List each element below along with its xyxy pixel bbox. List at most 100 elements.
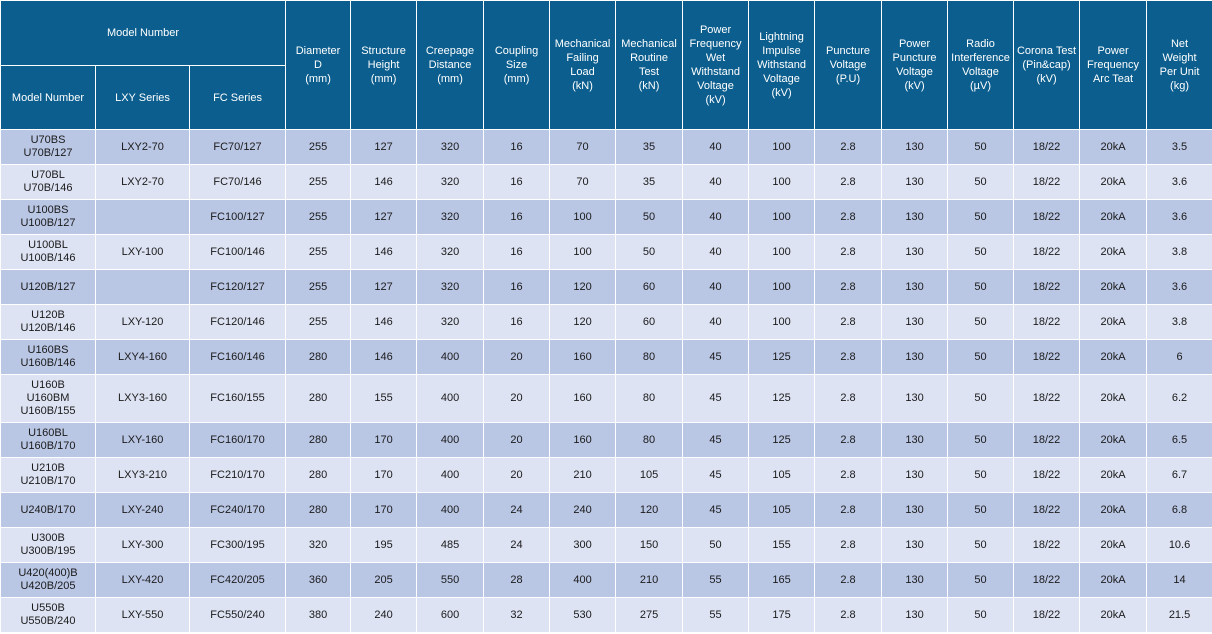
spec-value-cell: 127: [350, 129, 418, 165]
spec-value-cell: 280: [285, 422, 352, 458]
spec-value-cell: 130: [881, 562, 949, 598]
spec-value-cell: 40: [682, 234, 750, 270]
model-number-subheader: Model Number: [0, 65, 96, 130]
table-row: U300B U300B/195 LXY-300 FC300/195 320 195 485…: [0, 527, 1212, 563]
spec-value-cell: 20kA: [1079, 457, 1148, 493]
spec-value-cell: 146: [350, 339, 418, 375]
spec-value-cell: 175: [748, 597, 816, 633]
spec-value-cell: 2.8: [814, 457, 883, 493]
spec-value-cell: 18/22: [1013, 129, 1081, 165]
fc-series-cell: FC160/155: [188, 374, 287, 423]
spec-value-cell: 600: [416, 597, 485, 633]
spec-value-cell: 240: [549, 492, 617, 528]
spec-value-cell: 60: [615, 269, 684, 305]
spec-value-cell: 80: [615, 422, 684, 458]
spec-value-cell: 50: [947, 374, 1015, 423]
spec-value-cell: 20kA: [1079, 527, 1148, 563]
spec-value-cell: 2.8: [814, 269, 883, 305]
lxy-series-cell: LXY-120: [95, 304, 190, 340]
spec-value-cell: 50: [947, 562, 1015, 598]
model-number-cell: U240B/170: [0, 492, 96, 528]
table-row: U100BL U100B/146 LXY-100 FC100/146 255 146 32…: [0, 234, 1212, 270]
table-body: U70BS U70B/127 LXY2-70 FC70/127 255 127 320 16…: [0, 129, 1212, 633]
spec-value-cell: 280: [285, 492, 352, 528]
spec-value-cell: 2.8: [814, 374, 883, 423]
spec-value-cell: 320: [416, 129, 485, 165]
spec-value-cell: 130: [881, 234, 949, 270]
spec-value-cell: 45: [682, 457, 750, 493]
spec-value-cell: 40: [682, 199, 750, 235]
lxy-series-cell: LXY3-160: [95, 374, 190, 423]
spec-value-cell: 125: [748, 422, 816, 458]
spec-value-cell: 35: [615, 129, 684, 165]
spec-value-cell: 400: [416, 457, 485, 493]
table-row: U240B/170 LXY-240 FC240/170 280 170 400 24 240 1…: [0, 492, 1212, 528]
fc-series-cell: FC100/127: [188, 199, 287, 235]
model-number-cell: U210B U210B/170: [0, 457, 96, 493]
spec-value-cell: 2.8: [814, 562, 883, 598]
spec-value-cell: 150: [615, 527, 684, 563]
spec-value-cell: 6.8: [1146, 492, 1212, 528]
fc-series-cell: FC210/170: [188, 457, 287, 493]
spec-value-cell: 16: [483, 269, 551, 305]
spec-value-cell: 2.8: [814, 597, 883, 633]
lxy-series-cell: LXY2-70: [95, 164, 190, 200]
spec-value-cell: 130: [881, 269, 949, 305]
spec-value-cell: 130: [881, 492, 949, 528]
model-number-cell: U70BL U70B/146: [0, 164, 96, 200]
spec-value-cell: 146: [350, 304, 418, 340]
column-header: Coupling Size (mm): [483, 0, 551, 130]
spec-value-cell: 50: [947, 597, 1015, 633]
spec-value-cell: 70: [549, 129, 617, 165]
spec-value-cell: 120: [615, 492, 684, 528]
spec-value-cell: 130: [881, 304, 949, 340]
spec-value-cell: 275: [615, 597, 684, 633]
spec-value-cell: 20kA: [1079, 199, 1148, 235]
column-header: Creepage Distance (mm): [416, 0, 485, 130]
spec-value-cell: 100: [748, 164, 816, 200]
spec-value-cell: 18/22: [1013, 304, 1081, 340]
spec-value-cell: 20: [483, 457, 551, 493]
spec-value-cell: 20kA: [1079, 129, 1148, 165]
spec-value-cell: 20: [483, 422, 551, 458]
spec-value-cell: 18/22: [1013, 597, 1081, 633]
spec-value-cell: 20kA: [1079, 234, 1148, 270]
table-row: U420(400)B U420B/205 LXY-420 FC420/205 360 2…: [0, 562, 1212, 598]
spec-value-cell: 16: [483, 199, 551, 235]
spec-value-cell: 18/22: [1013, 527, 1081, 563]
spec-value-cell: 130: [881, 129, 949, 165]
lxy-series-cell: LXY-100: [95, 234, 190, 270]
spec-value-cell: 35: [615, 164, 684, 200]
spec-value-cell: 14: [1146, 562, 1212, 598]
lxy-series-subheader: LXY Series: [95, 65, 190, 130]
spec-value-cell: 530: [549, 597, 617, 633]
column-header: Puncture Voltage (P.U): [814, 0, 883, 130]
model-number-cell: U120B U120B/146: [0, 304, 96, 340]
spec-value-cell: 6.5: [1146, 422, 1212, 458]
column-header: Lightning Impulse Withstand Voltage (kV): [748, 0, 816, 130]
model-number-cell: U550B U550B/240: [0, 597, 96, 633]
spec-value-cell: 170: [350, 492, 418, 528]
spec-value-cell: 80: [615, 374, 684, 423]
spec-value-cell: 20kA: [1079, 374, 1148, 423]
lxy-series-cell: [95, 269, 190, 305]
spec-value-cell: 45: [682, 422, 750, 458]
column-header: Mechanical Routine Test (kN): [615, 0, 684, 130]
spec-value-cell: 320: [416, 234, 485, 270]
table-row: U120B/127 FC120/127 255 127 320 16 120 60 40 100 2…: [0, 269, 1212, 305]
spec-value-cell: 127: [350, 269, 418, 305]
spec-value-cell: 40: [682, 129, 750, 165]
spec-value-cell: 100: [748, 199, 816, 235]
spec-value-cell: 18/22: [1013, 199, 1081, 235]
spec-value-cell: 50: [947, 492, 1015, 528]
spec-value-cell: 20kA: [1079, 164, 1148, 200]
spec-value-cell: 2.8: [814, 304, 883, 340]
spec-value-cell: 120: [549, 304, 617, 340]
spec-value-cell: 2.8: [814, 234, 883, 270]
spec-value-cell: 300: [549, 527, 617, 563]
spec-value-cell: 16: [483, 234, 551, 270]
spec-value-cell: 210: [615, 562, 684, 598]
spec-value-cell: 105: [615, 457, 684, 493]
spec-value-cell: 255: [285, 269, 352, 305]
lxy-series-cell: LXY-550: [95, 597, 190, 633]
